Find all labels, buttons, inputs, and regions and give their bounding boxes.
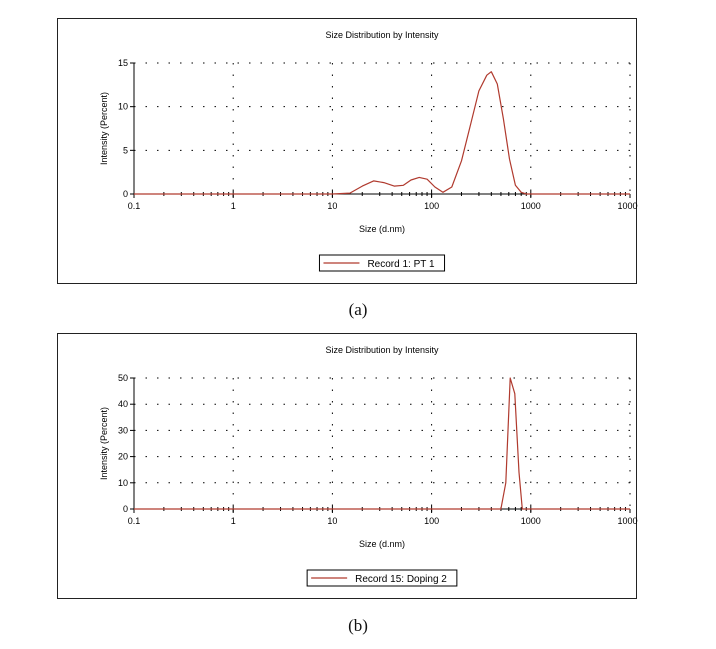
caption-a: (a) bbox=[348, 300, 368, 319]
y-axis-label: Intensity (Percent) bbox=[99, 407, 109, 480]
x-tick-label: 1 bbox=[231, 516, 236, 526]
y-tick-label: 10 bbox=[118, 102, 128, 112]
x-axis-label: Size (d.nm) bbox=[359, 539, 405, 549]
x-tick-label: 100 bbox=[424, 516, 439, 526]
legend-box bbox=[306, 569, 458, 587]
chart-panel-a: Size Distribution by Intensity 0.1 1 10 100 1… bbox=[57, 18, 638, 284]
legend-box bbox=[318, 254, 446, 272]
series-line-b bbox=[134, 377, 630, 510]
y-tick-label: 20 bbox=[118, 452, 128, 462]
y-tick-label: 5 bbox=[123, 145, 128, 155]
legend-label: Record 15: Doping 2 bbox=[355, 574, 447, 585]
y-axis-label: Intensity (Percent) bbox=[99, 92, 109, 165]
y-tick-label: 30 bbox=[118, 425, 128, 435]
x-tick-label: 1000 bbox=[521, 201, 541, 211]
legend-label: Record 1: PT 1 bbox=[367, 259, 435, 270]
x-tick-label: 1 bbox=[231, 201, 236, 211]
chart-panel-b: Size Distribution by Intensity 0.1 1 10 100 1… bbox=[57, 333, 638, 599]
chart-title: Size Distribution by Intensity bbox=[325, 30, 439, 40]
y-tick-label: 50 bbox=[118, 373, 128, 383]
caption-b: (b) bbox=[348, 616, 368, 635]
x-tick-label: 100 bbox=[424, 201, 439, 211]
x-tick-label: 1000 bbox=[521, 516, 541, 526]
x-tick-label: 0.1 bbox=[128, 516, 141, 526]
y-tick-label: 40 bbox=[118, 399, 128, 409]
x-tick-label: 10 bbox=[327, 201, 337, 211]
chart-title: Size Distribution by Intensity bbox=[325, 345, 439, 355]
series-line-a bbox=[134, 71, 630, 195]
y-tick-label: 0 bbox=[123, 189, 128, 199]
y-tick-label: 0 bbox=[123, 504, 128, 514]
x-tick-label: 10 bbox=[327, 516, 337, 526]
x-tick-label: 0.1 bbox=[128, 201, 141, 211]
y-tick-label: 10 bbox=[118, 478, 128, 488]
x-axis-label: Size (d.nm) bbox=[359, 224, 405, 234]
y-tick-label: 15 bbox=[118, 58, 128, 68]
